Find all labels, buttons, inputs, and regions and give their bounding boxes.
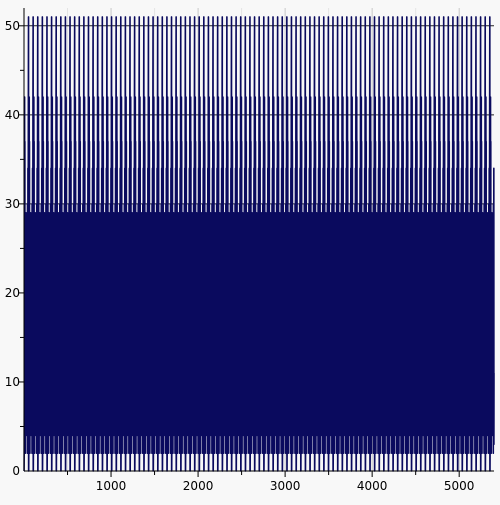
x-tick-label: 2000 <box>183 479 214 493</box>
x-tick-label: 1000 <box>96 479 127 493</box>
series-group <box>23 16 495 472</box>
x-tick-label: 3000 <box>270 479 301 493</box>
x-tick-label: 4000 <box>357 479 388 493</box>
y-tick-label: 20 <box>5 286 20 300</box>
x-tick-label: 5000 <box>444 479 475 493</box>
series-line-0 <box>23 16 495 472</box>
y-tick-label: 0 <box>12 464 20 478</box>
y-tick-label: 50 <box>5 19 20 33</box>
tick-labels: 1000 2000 3000 4000 5000 0 10 20 30 40 50 <box>5 19 475 493</box>
axes <box>18 8 494 477</box>
y-tick-label: 40 <box>5 108 20 122</box>
y-tick-label: 10 <box>5 375 20 389</box>
y-tick-label: 30 <box>5 197 20 211</box>
